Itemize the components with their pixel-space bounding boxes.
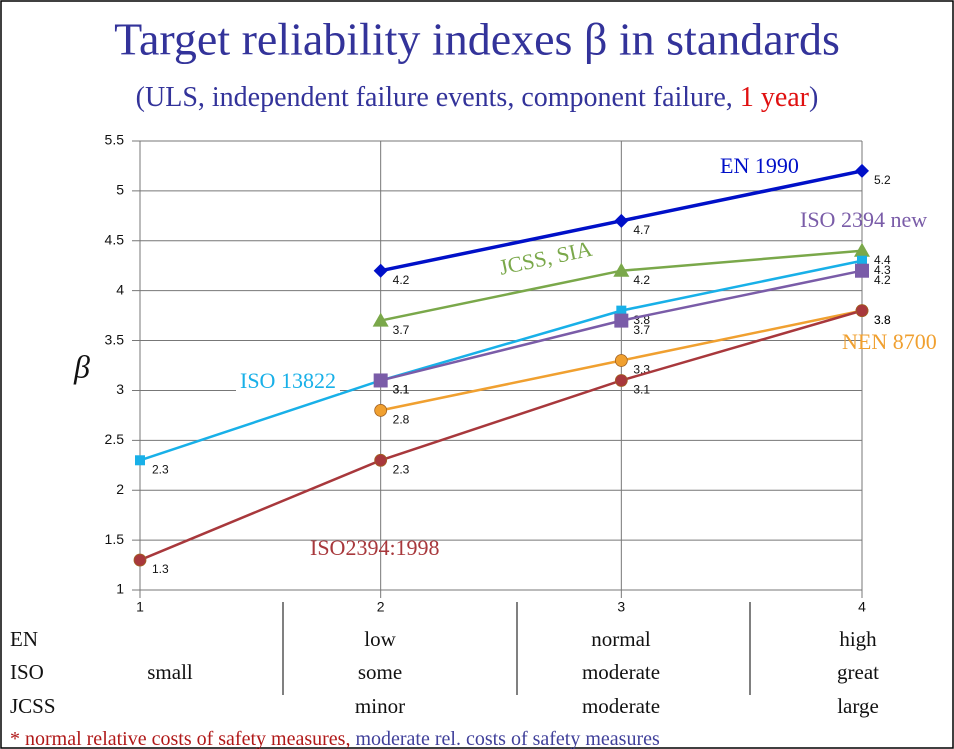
y-tick-label: 3.5 [105,331,125,347]
table-cell: high [839,627,877,651]
y-tick-label: 2.5 [105,431,125,447]
y-tick-label: 5.5 [105,132,125,148]
y-tick-label: 3 [116,381,124,397]
point [614,354,628,367]
data-label: 3.8 [874,313,891,327]
data-label: 3.7 [633,323,650,337]
point [372,312,389,327]
footnote-part: * normal relative costs of safety measur… [10,728,350,749]
footnote: * normal relative costs of safety measur… [10,728,660,749]
y-tick-label: 2 [116,481,124,497]
table-cell: small [147,660,193,684]
footnote-part: moderate rel. costs of safety measures [355,728,660,749]
data-label: 2.8 [393,413,410,427]
series-line [139,259,863,462]
legend-label: EN 1990 [720,153,799,178]
x-tick-label: 4 [858,599,866,615]
point [855,263,869,278]
data-label: 4.4 [874,253,891,267]
data-label: 3.7 [393,323,410,337]
label-bg [236,368,340,394]
x-tick-label: 1 [136,599,144,615]
y-tick-label: 4.5 [105,231,125,247]
x-tick-label: 3 [617,599,625,615]
table-cell: normal [591,627,651,651]
point [854,242,870,257]
point [614,374,628,387]
data-label: 2.3 [393,462,410,476]
data-label: 4.2 [393,273,410,287]
data-label: 2.3 [152,462,169,476]
table-cell: low [364,627,396,651]
table-cell: large [837,694,879,718]
data-label: 4.2 [874,273,891,287]
point [613,262,630,277]
table-cell: minor [355,694,405,718]
data-label: 4.2 [633,273,650,287]
data-label: 3.1 [633,383,650,397]
data-label: 3.8 [874,313,891,327]
y-tick-label: 5 [116,182,124,198]
point [857,255,867,266]
data-label: 1.3 [152,562,169,576]
data-label: 3.1 [393,383,410,397]
point [855,163,869,178]
chart-subtitle: (ULS, independent failure events, compon… [136,82,819,113]
series-line [139,309,863,562]
chart-title: Target reliability indexes β in standard… [114,14,840,65]
point [614,213,629,228]
legend-label: ISO2394:1998 [310,535,440,560]
x-tick-label: 2 [377,599,385,615]
data-label: 4.7 [633,223,650,237]
y-tick-label: 1 [116,581,124,597]
y-tick-label: 1.5 [105,531,125,547]
subtitle-part: 1 year [740,82,810,113]
point [135,455,145,466]
legend-label: ISO 13822 [240,368,336,393]
row-label: ISO [10,660,44,684]
point [373,373,388,388]
row-label: JCSS [10,694,56,718]
subtitle-part: ) [809,82,818,113]
point [614,313,629,328]
legend-label: ISO 2394 new [800,207,927,232]
table-cell: moderate [582,694,660,718]
data-label: 4.3 [874,263,891,277]
table-cell: some [358,660,402,684]
y-tick-label: 4 [116,281,124,297]
point [374,403,388,417]
table-cell: moderate [582,660,660,684]
data-label: 3.1 [393,383,410,397]
point [374,453,388,467]
point [133,553,147,567]
row-label: EN [10,627,38,651]
table-cell: great [837,660,879,684]
y-axis-label: β [73,348,90,384]
point [855,304,869,318]
point [373,263,388,278]
legend-label: NEN 8700 [842,329,937,354]
data-label: 5.2 [874,173,891,187]
subtitle-part: (ULS, independent failure events, compon… [136,82,740,113]
point [616,305,627,316]
